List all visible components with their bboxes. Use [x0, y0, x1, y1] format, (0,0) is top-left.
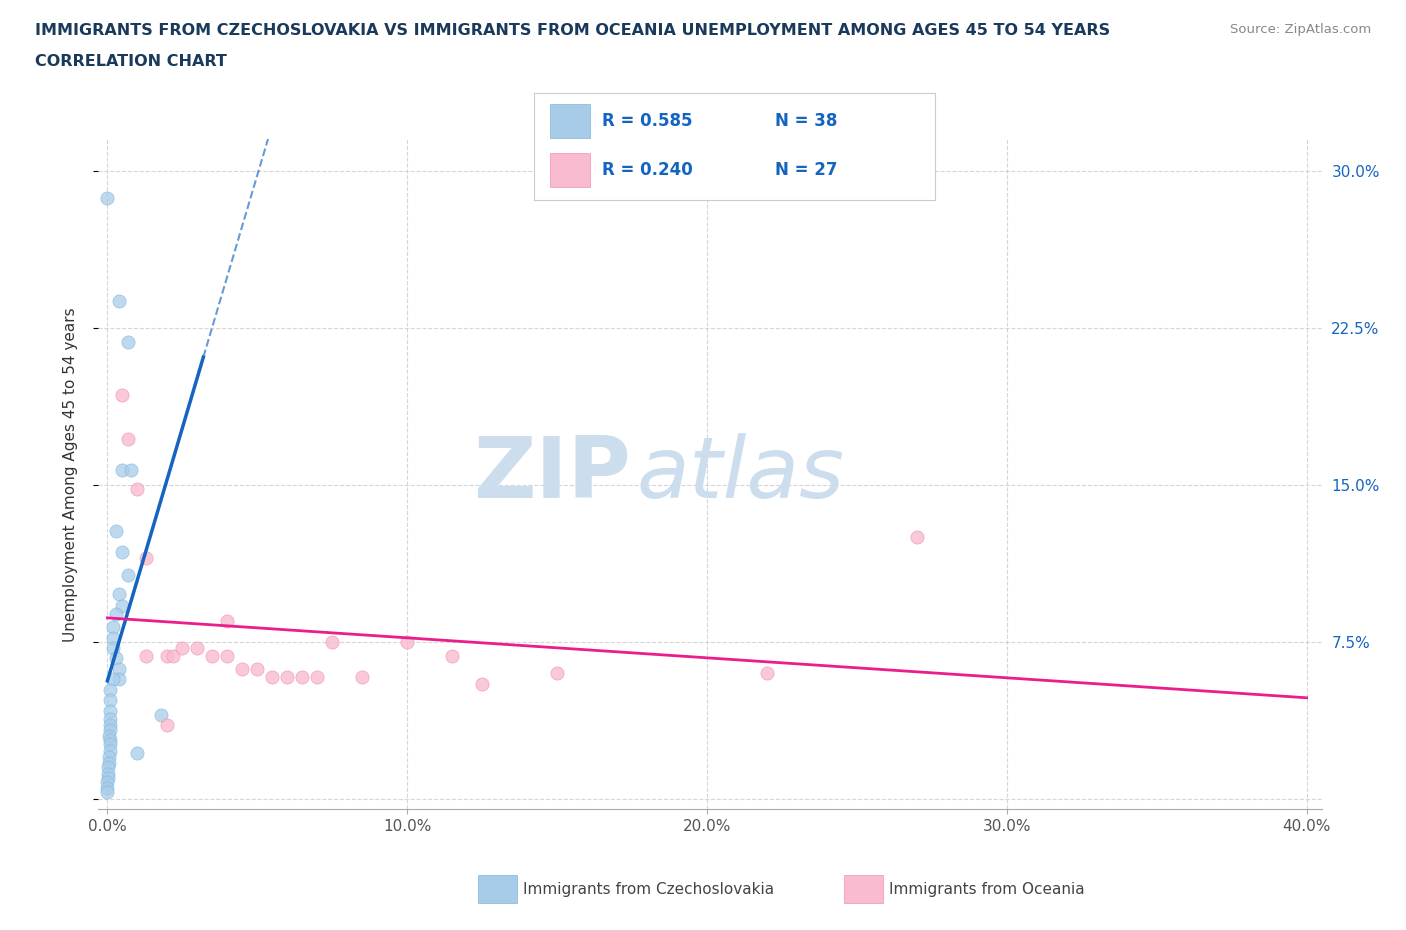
Text: N = 27: N = 27 — [775, 161, 837, 179]
Point — [108, 671, 131, 686]
Point — [97, 760, 120, 775]
Point — [96, 775, 118, 790]
Point — [307, 670, 329, 684]
Point — [396, 634, 419, 649]
FancyBboxPatch shape — [550, 153, 591, 187]
Point — [111, 599, 134, 614]
Point — [276, 670, 298, 684]
Point — [111, 387, 134, 402]
Point — [100, 722, 122, 737]
Point — [103, 631, 125, 645]
Point — [441, 649, 464, 664]
Point — [186, 641, 208, 656]
Point — [262, 670, 284, 684]
Point — [905, 530, 928, 545]
Point — [352, 670, 374, 684]
Point — [111, 463, 134, 478]
Text: ZIP: ZIP — [472, 432, 630, 516]
Text: Immigrants from Oceania: Immigrants from Oceania — [889, 882, 1084, 897]
Point — [231, 661, 253, 676]
Point — [127, 482, 149, 497]
Point — [103, 641, 125, 656]
Point — [217, 649, 239, 664]
Point — [135, 551, 157, 565]
Point — [117, 432, 139, 446]
Text: atlas: atlas — [637, 432, 845, 516]
Point — [156, 718, 179, 733]
Text: IMMIGRANTS FROM CZECHOSLOVAKIA VS IMMIGRANTS FROM OCEANIA UNEMPLOYMENT AMONG AGE: IMMIGRANTS FROM CZECHOSLOVAKIA VS IMMIGR… — [35, 23, 1111, 38]
Point — [108, 293, 131, 308]
Point — [97, 755, 120, 770]
Point — [321, 634, 343, 649]
Text: N = 38: N = 38 — [775, 112, 837, 130]
Point — [103, 619, 125, 634]
Point — [103, 671, 125, 686]
Point — [97, 728, 120, 743]
Point — [96, 785, 118, 800]
Point — [100, 737, 122, 751]
Point — [217, 614, 239, 629]
Point — [172, 641, 194, 656]
Point — [201, 649, 224, 664]
Point — [100, 733, 122, 748]
Point — [105, 651, 128, 666]
Point — [117, 567, 139, 582]
Point — [97, 750, 120, 764]
Point — [471, 676, 494, 691]
Text: Source: ZipAtlas.com: Source: ZipAtlas.com — [1230, 23, 1371, 36]
Point — [105, 524, 128, 538]
Point — [108, 586, 131, 601]
Point — [96, 191, 118, 206]
Text: CORRELATION CHART: CORRELATION CHART — [35, 54, 226, 69]
Point — [127, 745, 149, 760]
FancyBboxPatch shape — [550, 104, 591, 138]
Point — [135, 649, 157, 664]
Point — [97, 770, 120, 785]
Point — [291, 670, 314, 684]
Point — [105, 607, 128, 622]
Point — [108, 661, 131, 676]
Point — [156, 649, 179, 664]
Point — [117, 335, 139, 350]
Point — [100, 693, 122, 708]
Point — [96, 781, 118, 796]
Point — [100, 743, 122, 758]
Text: Immigrants from Czechoslovakia: Immigrants from Czechoslovakia — [523, 882, 775, 897]
Point — [546, 666, 568, 681]
Point — [246, 661, 269, 676]
Point — [162, 649, 184, 664]
Point — [150, 708, 173, 723]
Point — [100, 683, 122, 698]
Point — [97, 766, 120, 781]
Point — [100, 718, 122, 733]
Point — [756, 666, 779, 681]
Text: R = 0.240: R = 0.240 — [602, 161, 693, 179]
Text: R = 0.585: R = 0.585 — [602, 112, 693, 130]
Y-axis label: Unemployment Among Ages 45 to 54 years: Unemployment Among Ages 45 to 54 years — [63, 307, 77, 642]
Point — [120, 463, 142, 478]
Point — [100, 711, 122, 726]
Point — [100, 703, 122, 718]
Point — [111, 544, 134, 559]
